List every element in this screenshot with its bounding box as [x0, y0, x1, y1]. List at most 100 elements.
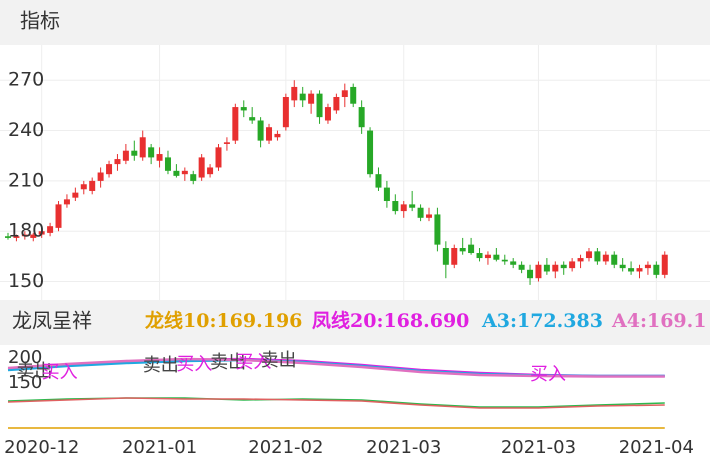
candle-body [661, 254, 668, 275]
y-tick-label: 270 [8, 69, 44, 91]
candle-body [585, 251, 592, 259]
candle-body [13, 236, 20, 238]
x-tick-label: 2020-12 [4, 437, 79, 458]
signal-label: 卖出 [261, 350, 297, 371]
candle-body [392, 201, 399, 212]
candle-body [644, 264, 651, 269]
candle-body [594, 251, 601, 262]
x-tick-label: 2021-03 [501, 437, 576, 458]
signal-label: 买入 [235, 352, 271, 373]
legend-entry: 龙线10:169.196 [145, 309, 302, 332]
y-tick-label: 180 [8, 220, 44, 242]
candle-body [316, 93, 323, 118]
candle-body [324, 107, 331, 121]
candle-body [510, 261, 517, 265]
candle-body [501, 259, 508, 262]
candle-body [308, 93, 315, 104]
candle-body [207, 167, 214, 175]
candle-body [122, 150, 129, 161]
candle-body [383, 187, 390, 202]
candle-body [299, 93, 306, 101]
candle-body [30, 234, 37, 238]
candle-body [148, 147, 155, 158]
candle-body [518, 264, 525, 270]
x-tick-label: 2021-01 [122, 437, 197, 458]
candle-body [190, 174, 197, 181]
candle-body [535, 264, 542, 279]
y-tick-label: 150 [8, 270, 44, 292]
candle-body [131, 150, 138, 156]
candle-body [21, 234, 28, 237]
candle-body [653, 264, 660, 275]
candle-body [493, 254, 500, 260]
candle-body [400, 204, 407, 212]
candle-body [468, 244, 475, 254]
candle-body [257, 120, 264, 141]
candle-body [527, 269, 534, 279]
candle-body [636, 268, 643, 272]
signal-label: 卖出 [210, 352, 246, 373]
candle-body [5, 236, 11, 238]
candle-body [569, 261, 576, 269]
candle-body [434, 214, 441, 245]
indicator-line [7, 397, 665, 409]
legend-entry: A4:169.1 [611, 310, 706, 332]
candle-body [164, 157, 171, 171]
legend-entry: A3:172.383 [481, 310, 603, 332]
signal-label: 买入 [176, 354, 212, 375]
candle-body [173, 170, 180, 176]
candle-body [611, 254, 618, 265]
candle-body [552, 264, 559, 272]
candle-body [459, 247, 466, 252]
candle-body [106, 164, 113, 175]
candle-body [484, 254, 491, 259]
indicator-title: 龙凤呈祥 [12, 309, 92, 333]
candle-body [274, 133, 281, 138]
candle-body [266, 127, 273, 141]
candle-body [55, 204, 62, 228]
signal-label: 买入 [530, 364, 566, 385]
candle-body [628, 268, 635, 272]
candle-body [451, 247, 458, 265]
y-tick-label: 200 [8, 347, 42, 368]
candle-body [72, 192, 79, 198]
candle-body [341, 90, 348, 98]
indicator-line [7, 357, 665, 378]
candle-body [232, 107, 239, 141]
candle-body [291, 86, 298, 101]
candle-body [63, 199, 70, 205]
legend-entry: 凤线20:168.690 [312, 309, 469, 332]
legend-bar [0, 300, 710, 345]
candle-body [358, 107, 365, 128]
candle-body [223, 142, 230, 144]
candle-body [282, 97, 289, 128]
y-tick-label: 150 [8, 372, 42, 393]
candle-body [181, 170, 188, 175]
candle-body [97, 172, 104, 181]
candle-body [139, 137, 146, 158]
candle-body [240, 107, 247, 111]
candle-body [560, 264, 567, 269]
candle-body [409, 204, 416, 208]
header-bar [0, 0, 710, 45]
candle-body [619, 264, 626, 269]
candle-body [417, 207, 424, 218]
candle-body [602, 254, 609, 262]
candle-body [375, 174, 382, 188]
candle-body [198, 157, 205, 178]
candle-body [367, 130, 374, 175]
x-tick-label: 2021-04 [619, 437, 694, 458]
candle-body [442, 247, 449, 265]
y-tick-label: 210 [8, 169, 44, 191]
candle-body [38, 231, 45, 235]
candle-body [249, 117, 256, 121]
candle-body [476, 253, 483, 259]
y-tick-label: 240 [8, 119, 44, 141]
candle-body [543, 264, 550, 272]
candle-body [350, 86, 357, 104]
signal-label: 卖出 [143, 355, 179, 376]
signal-label: 卖出 [16, 361, 52, 382]
candle-body [80, 184, 87, 190]
candle-body [89, 180, 96, 191]
